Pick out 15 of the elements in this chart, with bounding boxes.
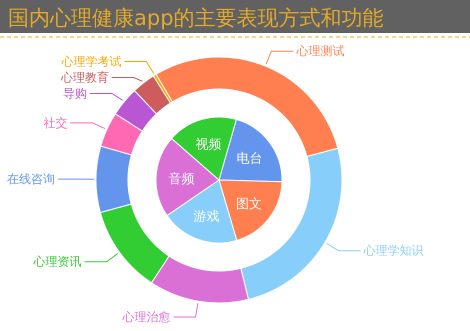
slice-label: 心理测试 [295, 44, 344, 58]
slice-label: 图文 [236, 197, 262, 212]
slice-label: 心理学知识 [362, 244, 424, 258]
slice-label: 导购 [62, 86, 87, 101]
slice-label: 社交 [43, 116, 68, 130]
slice-label: 游戏 [193, 210, 220, 225]
slice-label: 心理学考试 [60, 54, 122, 69]
slice-label: 心理治愈 [122, 310, 171, 324]
slice-label: 心理资讯 [32, 254, 82, 269]
slice-label: 音频 [168, 172, 194, 187]
slice-label: 心理教育 [60, 70, 109, 85]
slice-label: 视频 [195, 138, 222, 153]
slice-label: 在线咨询 [7, 172, 55, 186]
chart-title: 国内心理健康app的主要表现方式和功能 [8, 6, 384, 30]
slice-label: 电台 [236, 152, 263, 167]
